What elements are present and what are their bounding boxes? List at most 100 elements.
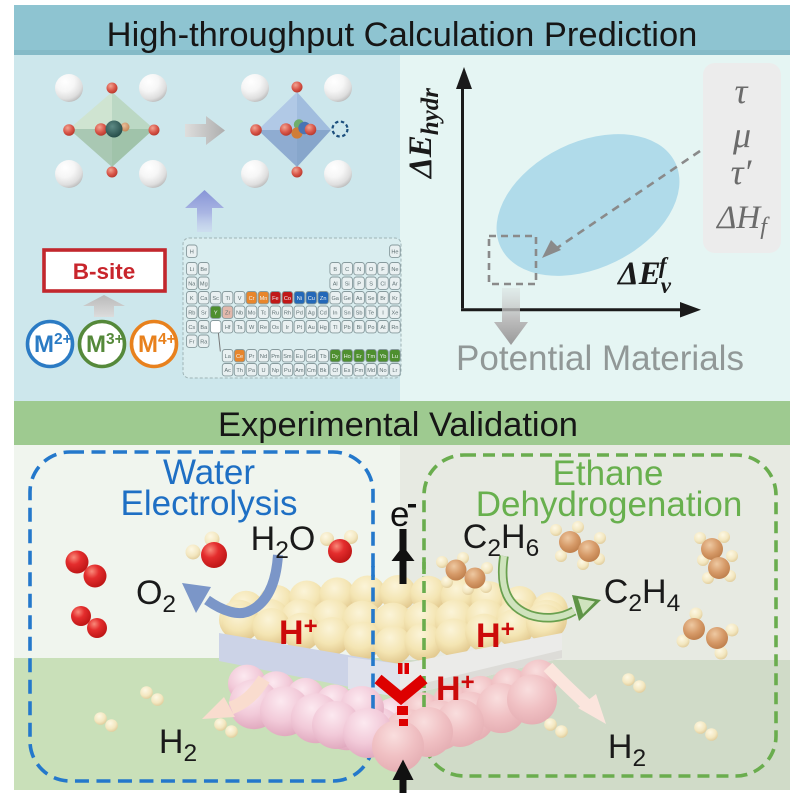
svg-text:Y: Y (214, 310, 218, 316)
svg-text:Li: Li (190, 267, 194, 273)
svg-text:e: e (390, 495, 409, 534)
svg-text:Experimental Validation: Experimental Validation (218, 406, 578, 444)
svg-text:Tl: Tl (333, 325, 338, 331)
svg-text:Ac: Ac (224, 368, 231, 374)
svg-text:Ne: Ne (391, 267, 398, 273)
svg-text:B: B (333, 267, 337, 273)
svg-text:Cs: Cs (188, 325, 195, 331)
svg-text:M3+: M3+ (86, 331, 124, 358)
svg-text:Rh: Rh (284, 310, 291, 316)
svg-text:C: C (345, 267, 349, 273)
svg-text:Lu: Lu (392, 354, 398, 360)
svg-text:Br: Br (380, 296, 386, 302)
svg-text:Tb: Tb (320, 354, 327, 360)
svg-text:Th: Th (236, 368, 243, 374)
svg-text:Al: Al (333, 281, 338, 287)
svg-text:Ti: Ti (225, 296, 229, 302)
svg-text:Pb: Pb (344, 325, 351, 331)
svg-text:Co: Co (284, 296, 291, 302)
svg-text:Ar: Ar (392, 281, 398, 287)
svg-text:Cf: Cf (332, 368, 338, 374)
svg-text:Fe: Fe (272, 296, 279, 302)
svg-text:Ta: Ta (237, 325, 244, 331)
svg-text:Pr: Pr (249, 354, 255, 360)
svg-text:τ′: τ′ (731, 152, 753, 192)
svg-text:Re: Re (260, 325, 267, 331)
svg-text:τ: τ (735, 71, 749, 111)
svg-text:La: La (225, 354, 232, 360)
svg-text:O: O (369, 267, 374, 273)
svg-text:Ru: Ru (272, 310, 279, 316)
svg-text:Potential Materials: Potential Materials (456, 339, 744, 378)
svg-text:Na: Na (188, 281, 196, 287)
svg-text:Te: Te (368, 310, 374, 316)
svg-text:M4+: M4+ (138, 331, 176, 358)
svg-text:No: No (379, 368, 386, 374)
svg-text:Xe: Xe (391, 310, 398, 316)
svg-text:Ho: Ho (344, 354, 351, 360)
svg-text:Water: Water (163, 453, 255, 492)
svg-text:P: P (357, 281, 361, 287)
svg-text:Be: Be (200, 267, 207, 273)
svg-text:High-throughput Calculation Pr: High-throughput Calculation Prediction (107, 16, 698, 54)
svg-text:Pt: Pt (297, 325, 303, 331)
svg-text:Ce: Ce (236, 354, 243, 360)
svg-text:Yb: Yb (380, 354, 387, 360)
svg-text:Ni: Ni (297, 296, 302, 302)
svg-text:At: At (380, 325, 386, 331)
svg-text:Cl: Cl (380, 281, 385, 287)
svg-text:Cd: Cd (320, 310, 327, 316)
svg-text:Eu: Eu (296, 354, 303, 360)
svg-text:Pm: Pm (271, 354, 280, 360)
svg-text:Pu: Pu (284, 368, 291, 374)
svg-text:As: As (356, 296, 363, 302)
svg-text:Si: Si (345, 281, 350, 287)
svg-text:Sn: Sn (344, 310, 351, 316)
svg-text:Zn: Zn (320, 296, 327, 302)
svg-text:Os: Os (272, 325, 279, 331)
svg-text:Ag: Ag (308, 310, 315, 316)
svg-text:U: U (261, 368, 265, 374)
svg-text:Ca: Ca (200, 296, 208, 302)
svg-text:Cr: Cr (249, 296, 255, 302)
svg-text:Fr: Fr (189, 339, 194, 345)
svg-text:Rn: Rn (391, 325, 398, 331)
svg-text:H: H (190, 249, 194, 255)
svg-text:Fm: Fm (355, 368, 363, 374)
svg-text:Zr: Zr (225, 310, 230, 316)
svg-text:B-site: B-site (73, 259, 136, 284)
svg-text:Sm: Sm (283, 354, 292, 360)
svg-text:Hf: Hf (225, 325, 231, 331)
svg-text:K: K (190, 296, 194, 302)
svg-text:O2: O2 (136, 574, 176, 618)
svg-text:Cu: Cu (308, 296, 315, 302)
svg-text:ΔEvf: ΔEvf (616, 253, 672, 298)
svg-text:Sc: Sc (212, 296, 219, 302)
svg-text:Nd: Nd (260, 354, 267, 360)
svg-text:F: F (381, 267, 385, 273)
svg-text:Pa: Pa (248, 368, 256, 374)
svg-text:Md: Md (367, 368, 375, 374)
svg-text:Se: Se (368, 296, 375, 302)
svg-text:Ethane: Ethane (553, 454, 664, 493)
svg-text:Pd: Pd (296, 310, 303, 316)
svg-text:C2H4: C2H4 (604, 573, 680, 617)
svg-text:Sr: Sr (201, 310, 207, 316)
svg-text:Ra: Ra (200, 339, 208, 345)
svg-text:Ga: Ga (331, 296, 339, 302)
svg-text:In: In (333, 310, 338, 316)
svg-text:Np: Np (272, 368, 279, 374)
svg-text:Ir: Ir (286, 325, 290, 331)
svg-text:Mg: Mg (200, 281, 208, 287)
svg-text:Am: Am (295, 368, 304, 374)
svg-text:Mn: Mn (260, 296, 268, 302)
svg-text:Po: Po (368, 325, 375, 331)
svg-text:N: N (357, 267, 361, 273)
svg-text:Ge: Ge (343, 296, 350, 302)
svg-text:Tc: Tc (261, 310, 267, 316)
svg-text:Dy: Dy (332, 354, 339, 360)
svg-text:Cm: Cm (307, 368, 316, 374)
svg-text:Mo: Mo (248, 310, 256, 316)
svg-text:Tm: Tm (367, 354, 375, 360)
svg-text:Au: Au (308, 325, 315, 331)
